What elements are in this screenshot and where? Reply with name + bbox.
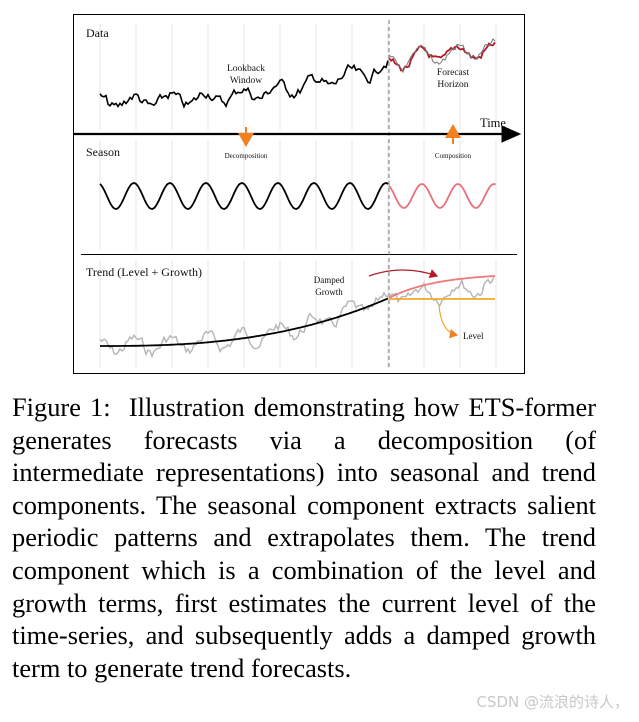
damped-growth-line (388, 275, 496, 299)
lookback-label-1: Lookback (227, 64, 265, 74)
season-history-line (99, 182, 389, 210)
level-label: Level (463, 331, 484, 341)
forecast-label-1: Forecast (437, 68, 470, 78)
trend-context-series (99, 275, 495, 359)
season-forecast-line (388, 183, 496, 209)
data-forecast-context-line (388, 38, 496, 74)
panel-label-trend: Trend (Level + Growth) (86, 265, 202, 279)
panel-label-season: Season (86, 145, 120, 159)
caption-label: Figure 1: (12, 392, 111, 422)
csdn-watermark: CSDN @流浪的诗人， (476, 693, 629, 711)
time-axis-label: Time (480, 116, 506, 130)
composition-label: Composition (435, 152, 472, 160)
panel-label-data: Data (86, 26, 109, 40)
data-history-line (99, 60, 389, 109)
damped-label-1: Damped (314, 275, 345, 285)
damped-growth-arrow (368, 269, 439, 279)
ets-figure: Data Season Trend (Level + Growth) Lookb… (73, 14, 525, 374)
caption-text: Illustration demonstrating how ETS-forme… (12, 392, 597, 683)
grid-lines (99, 24, 497, 368)
figure-canvas: Data Season Trend (Level + Growth) Lookb… (73, 14, 525, 374)
figure-caption: Figure 1: Illustration demonstrating how… (12, 391, 596, 684)
decomposition-label: Decomposition (225, 152, 268, 160)
lookback-label-2: Window (230, 76, 262, 86)
level-arrow (438, 304, 459, 339)
trend-history-curve (100, 297, 389, 347)
forecast-label-2: Horizon (437, 80, 468, 90)
damped-label-2: Growth (315, 287, 343, 297)
